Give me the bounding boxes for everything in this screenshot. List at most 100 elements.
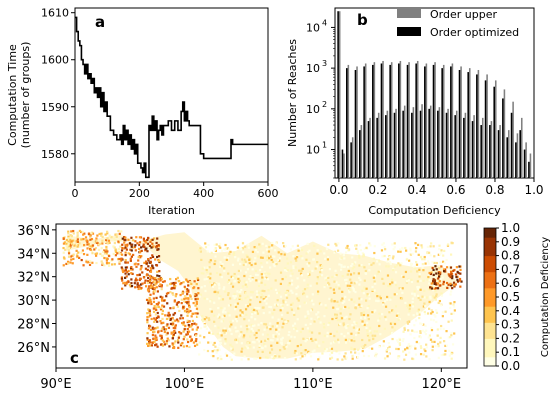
map-cell [317, 316, 320, 319]
x-tick-label: 200 [129, 187, 150, 200]
map-cell [73, 244, 76, 247]
map-cell [161, 296, 164, 299]
bar-order-upper [386, 110, 389, 178]
map-cell [361, 323, 364, 326]
map-cell [124, 272, 127, 275]
map-cell [359, 278, 362, 281]
map-cell [353, 348, 356, 351]
map-cell [96, 234, 99, 237]
map-cell [144, 279, 147, 282]
map-cell [363, 323, 366, 327]
map-cell [148, 274, 152, 278]
map-cell [199, 247, 202, 250]
y-tick-label: 32°N [17, 271, 50, 286]
map-cell [259, 356, 262, 360]
map-cell [253, 260, 256, 263]
map-cell [219, 246, 222, 249]
map-cell [243, 355, 246, 358]
map-cell [193, 344, 197, 348]
map-cell [134, 244, 137, 247]
map-cell [83, 244, 86, 247]
map-cell [183, 285, 186, 288]
map-cell [369, 326, 372, 329]
map-cell [353, 265, 356, 269]
map-cell [411, 357, 414, 360]
bar-order-optimized [341, 149, 344, 178]
map-cell [201, 320, 205, 323]
map-cell [338, 287, 341, 290]
map-cell [306, 338, 309, 341]
map-cell [369, 244, 372, 247]
map-cell [371, 289, 374, 293]
map-cell [168, 317, 171, 320]
map-cell [272, 335, 275, 338]
map-cell [157, 301, 160, 304]
map-cell [121, 269, 124, 272]
bar-order-upper [408, 62, 410, 178]
map-cell [368, 339, 371, 342]
map-cell [242, 260, 245, 263]
map-cell [319, 321, 322, 324]
map-cell [320, 265, 324, 268]
map-cell [393, 246, 396, 249]
map-cell [86, 253, 89, 256]
map-cell [225, 258, 228, 261]
map-cell [453, 301, 456, 304]
map-cell [265, 302, 268, 305]
bar-order-upper [494, 80, 497, 178]
map-cell [343, 316, 346, 319]
map-cell [89, 245, 92, 248]
map-cell [341, 301, 344, 305]
colorbar-tick-label: 0.7 [501, 262, 520, 276]
map-cell [449, 336, 452, 339]
map-cell [354, 351, 357, 354]
map-cell [94, 246, 98, 250]
map-cell [142, 243, 145, 246]
map-cell [149, 300, 152, 304]
map-cell [410, 278, 413, 281]
map-cell [203, 318, 206, 321]
map-cell [386, 295, 389, 299]
map-cell [209, 272, 212, 275]
map-cell [152, 297, 155, 300]
map-cell [352, 287, 355, 291]
map-cell [270, 344, 273, 347]
map-cell [82, 233, 85, 236]
map-cell [414, 353, 418, 356]
map-cell [196, 277, 199, 280]
map-cell [425, 343, 428, 346]
map-cell [440, 277, 443, 281]
map-cell [296, 277, 299, 280]
map-cell [229, 343, 232, 346]
map-cell [123, 235, 126, 239]
map-cell [167, 291, 170, 295]
map-cell [70, 258, 73, 261]
map-cell [155, 281, 158, 284]
map-cell [137, 287, 140, 291]
map-cell [132, 253, 135, 257]
map-cell [408, 348, 411, 351]
map-cell [284, 244, 287, 248]
map-cell [442, 353, 445, 356]
map-cell [360, 304, 363, 308]
map-cell [146, 318, 149, 321]
map-cell [328, 268, 332, 271]
map-cell [124, 284, 127, 287]
map-cell [253, 245, 256, 249]
colorbar-segment [484, 336, 496, 339]
bar-order-optimized [385, 115, 387, 178]
map-cell [295, 293, 298, 296]
map-cell [227, 248, 231, 251]
map-cell [336, 338, 340, 341]
map-cell [157, 305, 160, 309]
map-cell [246, 347, 250, 350]
map-cell [343, 265, 346, 268]
y-tick-label: 1600 [41, 54, 69, 67]
map-cell [245, 281, 248, 284]
map-cell [457, 271, 460, 275]
map-cell [127, 280, 130, 283]
bar-order-optimized [515, 142, 517, 178]
map-cell [187, 284, 190, 287]
map-cell [169, 307, 172, 310]
map-cell [163, 328, 166, 331]
